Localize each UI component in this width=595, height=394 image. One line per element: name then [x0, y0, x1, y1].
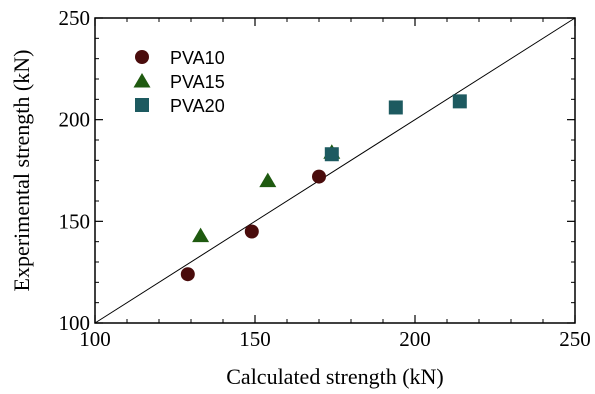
legend-pva20-marker: [135, 98, 149, 112]
x-tick-label: 250: [559, 327, 591, 351]
pva20-point: [324, 147, 339, 162]
reference-line-layer: [94, 17, 576, 324]
x-tick-label: 200: [399, 327, 431, 351]
plot-frame: [94, 17, 576, 324]
y-tick-label: 200: [59, 108, 91, 132]
y-tick-label: 100: [59, 311, 91, 335]
pva10-point: [312, 169, 326, 184]
legend-pva20-label: PVA20: [170, 96, 225, 116]
pva15-point: [192, 227, 210, 243]
x-tick-label: 150: [239, 327, 271, 351]
y-tick-label: 250: [59, 6, 91, 30]
y-tick-label: 150: [59, 209, 91, 233]
data-points: [180, 94, 467, 282]
legend-pva15-marker: [133, 73, 151, 88]
legend-pva10-label: PVA10: [170, 48, 225, 68]
pva10-point: [244, 224, 259, 239]
legend-pva10-marker: [135, 50, 149, 64]
legend-pva15-label: PVA15: [170, 72, 225, 92]
legend: PVA10 PVA15 PVA20: [133, 48, 225, 116]
y-axis-title: Experimental strength (kN): [9, 50, 34, 292]
pva20-point: [452, 94, 467, 109]
pva15-point: [259, 172, 277, 188]
pva20-point: [388, 100, 403, 115]
reference-line-y-equals-x: [94, 17, 576, 324]
x-axis-title: Calculated strength (kN): [226, 364, 444, 389]
x-tick-label: 100: [79, 327, 111, 351]
axis-ticks: 100 150 200 250 100 150 200 250: [59, 6, 591, 351]
pva10-point: [180, 267, 195, 282]
